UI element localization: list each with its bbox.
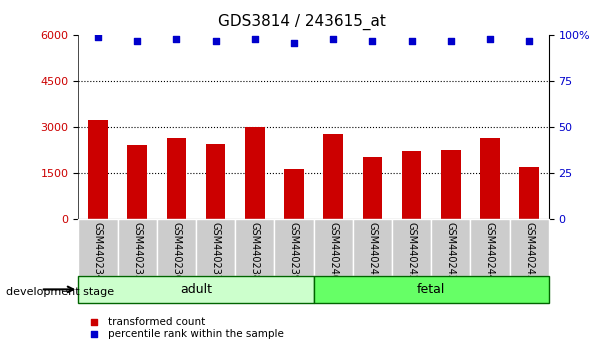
FancyBboxPatch shape [274,219,314,276]
Point [368,38,377,44]
FancyBboxPatch shape [510,219,549,276]
Bar [206,144,226,219]
Point [524,38,534,44]
Text: GSM440236: GSM440236 [171,222,182,281]
Bar [441,149,461,219]
Text: development stage: development stage [6,287,114,297]
FancyBboxPatch shape [235,219,274,276]
Bar [480,138,500,219]
FancyBboxPatch shape [431,219,470,276]
Point [329,36,338,42]
Text: GSM440240: GSM440240 [328,222,338,281]
Bar [362,157,382,219]
Point [446,38,456,44]
Bar [245,127,265,219]
Text: GSM440245: GSM440245 [524,222,534,281]
Text: adult: adult [180,283,212,296]
Bar [88,120,108,219]
Bar [402,151,421,219]
Point [289,40,299,46]
FancyBboxPatch shape [470,219,510,276]
FancyBboxPatch shape [196,219,235,276]
FancyBboxPatch shape [314,276,549,303]
Bar [166,138,186,219]
FancyBboxPatch shape [78,219,118,276]
Text: GDS3814 / 243615_at: GDS3814 / 243615_at [218,14,385,30]
FancyBboxPatch shape [78,276,314,303]
Text: GSM440237: GSM440237 [210,222,221,281]
Point [133,38,142,44]
FancyBboxPatch shape [353,219,392,276]
Point [93,34,103,40]
FancyBboxPatch shape [392,219,431,276]
Point [211,38,221,44]
Point [485,36,494,42]
Bar [519,167,539,219]
Point [406,38,416,44]
Text: GSM440243: GSM440243 [446,222,456,281]
Text: GSM440242: GSM440242 [406,222,417,281]
Bar [323,134,343,219]
Text: GSM440241: GSM440241 [367,222,377,281]
Text: fetal: fetal [417,283,446,296]
Point [250,36,259,42]
Legend: transformed count, percentile rank within the sample: transformed count, percentile rank withi… [84,317,283,339]
Text: GSM440238: GSM440238 [250,222,260,281]
FancyBboxPatch shape [118,219,157,276]
FancyBboxPatch shape [157,219,196,276]
Text: GSM440239: GSM440239 [289,222,299,281]
Bar [127,145,147,219]
Point [171,36,181,42]
Text: GSM440244: GSM440244 [485,222,495,281]
Bar [284,169,304,219]
FancyBboxPatch shape [314,219,353,276]
Text: GSM440234: GSM440234 [93,222,103,281]
Text: GSM440235: GSM440235 [132,222,142,281]
